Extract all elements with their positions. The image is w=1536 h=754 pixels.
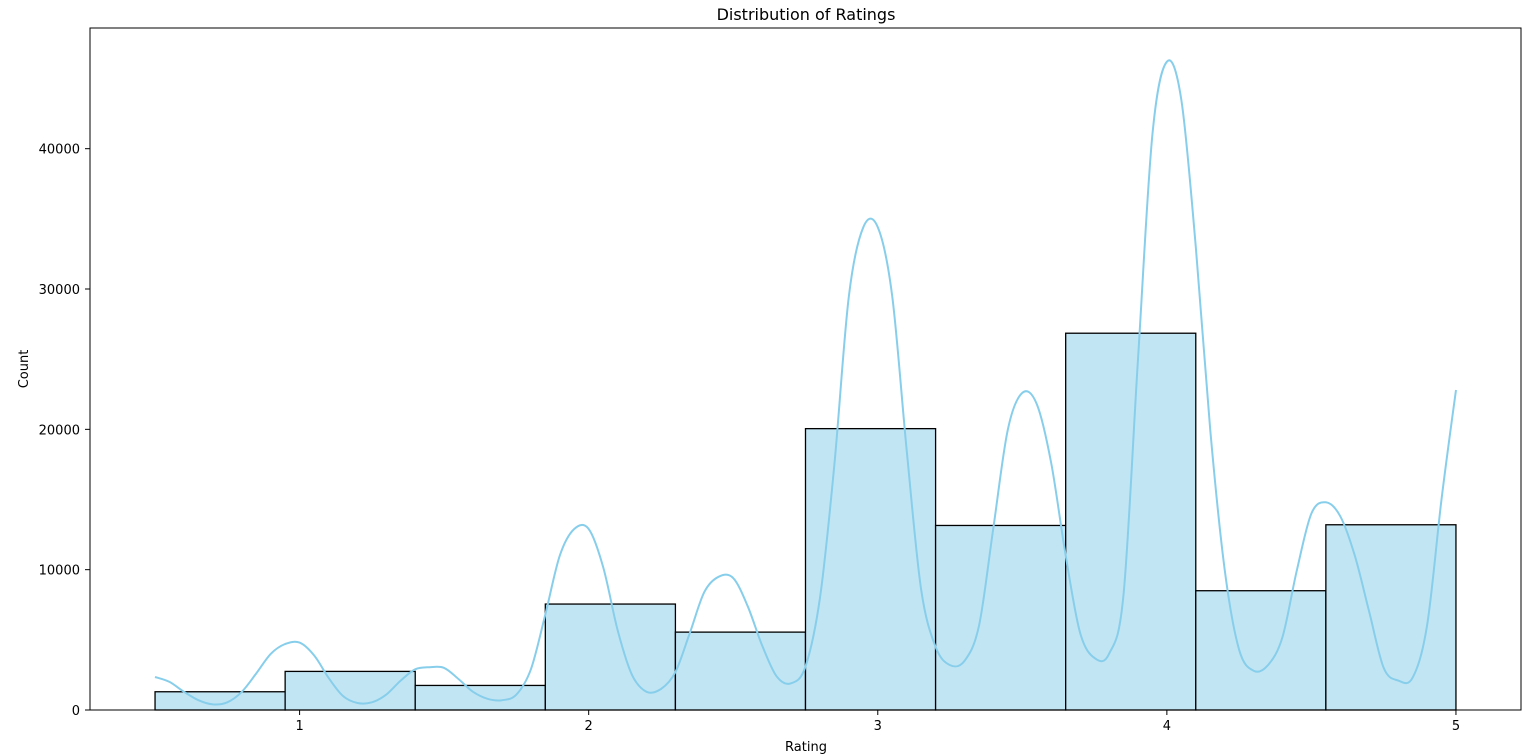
y-tick-label: 10000 xyxy=(39,564,80,579)
y-tick-label: 0 xyxy=(72,704,80,719)
histogram-bar xyxy=(934,524,1067,711)
bars-group xyxy=(154,332,1457,711)
x-tick-label: 1 xyxy=(295,719,303,734)
histogram-bar xyxy=(1195,590,1327,711)
histogram-bar xyxy=(414,684,546,711)
y-tick-label: 30000 xyxy=(39,283,80,298)
histogram-bar xyxy=(284,670,416,711)
histogram-bar xyxy=(154,691,286,711)
x-axis-label: Rating xyxy=(785,740,827,754)
x-tick-label: 3 xyxy=(874,719,882,734)
y-tick-label: 40000 xyxy=(39,143,80,158)
x-axis: 1 2 3 4 5 xyxy=(295,710,1460,734)
y-axis: 0 10000 20000 30000 40000 xyxy=(39,143,90,719)
y-tick-label: 20000 xyxy=(39,423,80,438)
y-axis-label: Count xyxy=(17,350,32,389)
histogram-bar xyxy=(804,427,937,711)
x-tick-label: 5 xyxy=(1452,719,1460,734)
x-tick-label: 4 xyxy=(1163,719,1171,734)
histogram-bar xyxy=(544,603,677,711)
plot-frame xyxy=(89,27,1522,711)
x-tick-label: 2 xyxy=(585,719,593,734)
histogram-bar xyxy=(674,631,807,711)
histogram-bar xyxy=(1065,332,1197,711)
chart-title: Distribution of Ratings xyxy=(717,5,896,24)
kde-curve xyxy=(154,59,1457,706)
histogram-bar xyxy=(1325,524,1457,711)
